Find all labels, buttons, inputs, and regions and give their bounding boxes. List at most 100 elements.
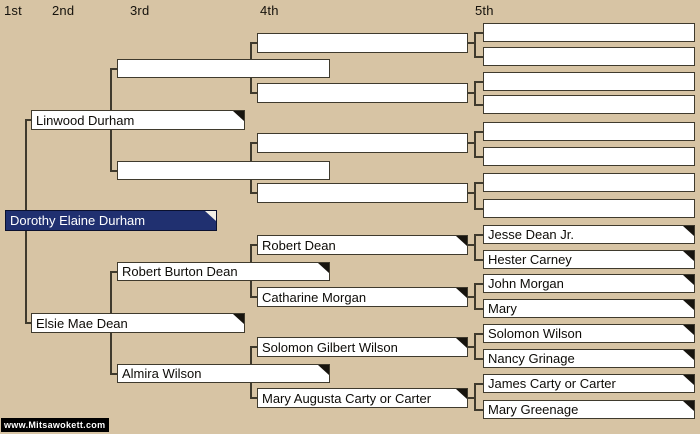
empty-person-box-g4-4 [257,183,468,203]
connector-line [474,333,483,335]
connector-line [468,397,474,399]
corner-marker-icon [683,375,694,385]
corner-marker-icon [456,236,467,246]
empty-person-box-g4-1 [257,33,468,53]
connector-line [474,283,476,310]
connector-line [468,192,474,194]
connector-line [110,373,117,375]
person-box-g5-10[interactable]: Hester Carney [483,250,695,269]
person-name: Mary [488,301,517,316]
generation-header-1st: 1st [4,3,22,18]
connector-line [250,142,257,144]
empty-person-box-g5-7 [483,173,695,192]
corner-marker-icon [683,300,694,310]
connector-line [474,131,483,133]
empty-person-box-g5-2 [483,47,695,66]
connector-line [110,68,117,70]
person-name: Catharine Morgan [262,289,367,305]
person-name: Linwood Durham [36,112,135,128]
connector-line [474,259,483,261]
person-name: John Morgan [488,276,564,291]
corner-marker-icon [683,251,694,261]
person-box-g4-6[interactable]: Catharine Morgan [257,287,468,307]
corner-marker-icon [456,288,467,298]
person-box-g5-15[interactable]: James Carty or Carter [483,374,695,393]
person-box-g5-14[interactable]: Nancy Grinage [483,349,695,368]
connector-line [250,244,257,246]
corner-marker-icon [233,111,244,121]
connector-line [474,383,476,411]
connector-line [250,296,257,298]
corner-marker-icon [683,275,694,285]
person-box-g2-2[interactable]: Elsie Mae Dean [31,313,245,333]
person-box-g3-4[interactable]: Almira Wilson [117,364,330,383]
connector-line [25,119,31,121]
person-name: Nancy Grinage [488,351,575,366]
connector-line [474,234,476,261]
corner-marker-icon [683,401,694,411]
connector-line [468,142,474,144]
corner-marker-icon [683,226,694,236]
empty-person-box-g4-3 [257,133,468,153]
connector-line [474,182,483,184]
connector-line [474,81,483,83]
person-box-g5-13[interactable]: Solomon Wilson [483,324,695,343]
connector-line [110,170,117,172]
person-box-g5-12[interactable]: Mary [483,299,695,318]
connector-line [474,32,483,34]
person-box-g5-9[interactable]: Jesse Dean Jr. [483,225,695,244]
person-box-g4-8[interactable]: Mary Augusta Carty or Carter [257,388,468,408]
corner-marker-icon [233,314,244,324]
corner-marker-icon [456,389,467,399]
connector-line [250,397,257,399]
generation-header-3rd: 3rd [130,3,150,18]
person-name: Elsie Mae Dean [36,315,128,331]
corner-marker-icon [683,325,694,335]
connector-line [250,192,257,194]
connector-line [250,92,257,94]
empty-person-box-g5-8 [483,199,695,218]
person-box-g5-16[interactable]: Mary Greenage [483,400,695,419]
person-box-g1-1[interactable]: Dorothy Elaine Durham [5,210,217,231]
person-name: Hester Carney [488,252,572,267]
generation-header-2nd: 2nd [52,3,75,18]
corner-marker-icon [205,211,216,221]
corner-marker-icon [318,365,329,375]
person-name: Almira Wilson [122,366,202,381]
connector-line [474,104,483,106]
empty-person-box-g5-3 [483,72,695,91]
connector-line [468,42,474,44]
person-name: Mary Augusta Carty or Carter [262,390,432,406]
empty-person-box-g5-5 [483,122,695,141]
person-name: Mary Greenage [488,402,579,417]
connector-line [250,42,257,44]
person-box-g4-5[interactable]: Robert Dean [257,235,468,255]
person-name: Robert Burton Dean [122,264,238,279]
watermark: www.Mitsawokett.com [1,418,110,432]
connector-line [474,383,483,385]
connector-line [474,409,483,411]
connector-line [468,244,474,246]
person-name: Robert Dean [262,237,336,253]
connector-line [474,56,483,58]
person-box-g2-1[interactable]: Linwood Durham [31,110,245,130]
person-box-g3-3[interactable]: Robert Burton Dean [117,262,330,281]
person-name: James Carty or Carter [488,376,616,391]
person-name: Solomon Wilson [488,326,582,341]
generation-header-4th: 4th [260,3,279,18]
empty-person-box-g3-1 [117,59,330,78]
connector-line [474,81,476,106]
corner-marker-icon [318,263,329,273]
person-name: Dorothy Elaine Durham [10,213,146,228]
connector-line [474,358,483,360]
connector-line [468,296,474,298]
connector-line [250,346,257,348]
connector-line [474,208,483,210]
corner-marker-icon [456,338,467,348]
connector-line [474,182,476,210]
connector-line [474,333,476,360]
person-box-g4-7[interactable]: Solomon Gilbert Wilson [257,337,468,357]
connector-line [25,322,31,324]
person-box-g5-11[interactable]: John Morgan [483,274,695,293]
